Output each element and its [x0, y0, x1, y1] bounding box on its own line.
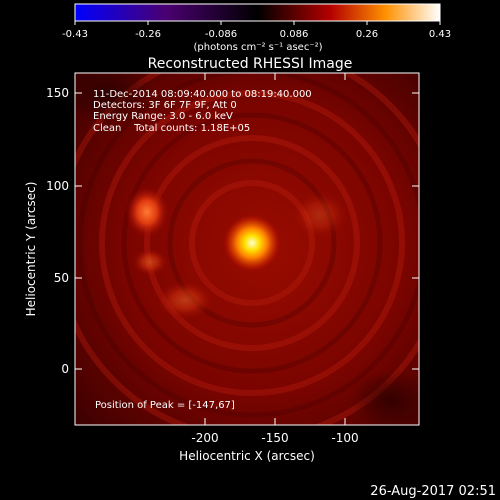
colorbar-tick-label: -0.086 [205, 29, 237, 40]
x-tick-label: -150 [261, 431, 288, 445]
image-map [75, 73, 419, 425]
colorbar-units: (photons cm⁻² s⁻¹ asec⁻²) [193, 42, 322, 53]
axis-ticks [75, 73, 419, 425]
colorbar-tick-label: 0.26 [356, 29, 378, 40]
y-tick-label: 100 [46, 179, 69, 193]
x-tick-label: -100 [331, 431, 358, 445]
footer-date: 26-Aug-2017 02:51 [370, 484, 496, 499]
secondary-source [125, 186, 169, 238]
y-tick-label: 50 [54, 271, 69, 285]
colorbar-ticks [74, 21, 441, 25]
y-tick-label: 0 [61, 362, 69, 376]
plot-title: Reconstructed RHESSI Image [148, 56, 353, 72]
colorbar-tick-label: 0.086 [280, 29, 309, 40]
peak-position: Position of Peak = [-147,67] [95, 400, 235, 411]
peak-source [222, 213, 282, 273]
y-axis-label: Heliocentric Y (arcsec) [24, 182, 38, 317]
colorbar [74, 3, 441, 22]
time-range: 11-Dec-2014 08:09:40.000 to 08:19:40.000 [93, 89, 312, 100]
clean-counts: Clean Total counts: 1.18E+05 [93, 123, 250, 134]
x-tick-label: -200 [191, 431, 218, 445]
colorbar-tick-label: -0.26 [135, 29, 161, 40]
x-axis-label: Heliocentric X (arcsec) [179, 449, 315, 463]
energy-range: Energy Range: 3.0 - 6.0 keV [93, 111, 233, 122]
colorbar-tick-label: -0.43 [62, 29, 88, 40]
y-tick-label: 150 [46, 86, 69, 100]
plot-frame [74, 72, 420, 426]
detectors-info: Detectors: 3F 6F 7F 9F, Att 0 [93, 100, 237, 111]
colorbar-tick-label: 0.43 [429, 29, 451, 40]
